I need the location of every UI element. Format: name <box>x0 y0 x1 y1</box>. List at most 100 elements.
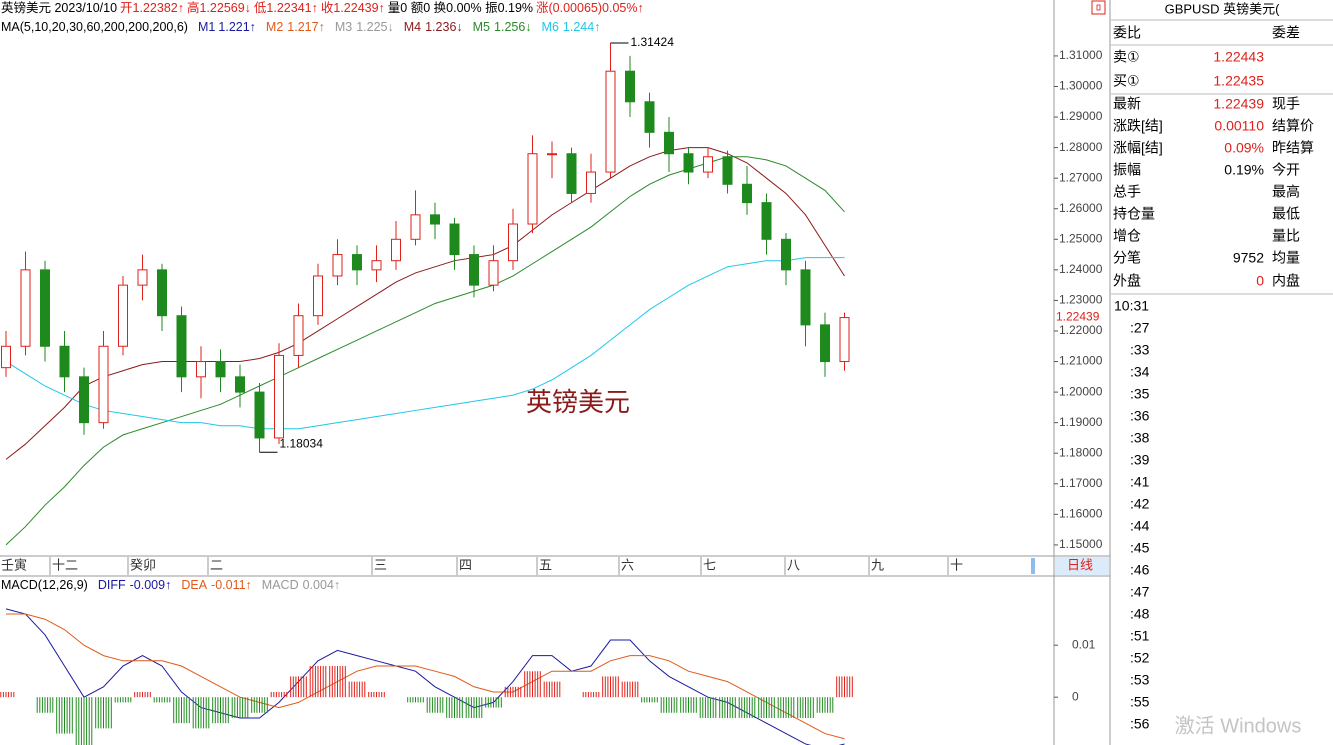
month-label: 八 <box>787 557 800 572</box>
quote-value: 9752 <box>1233 250 1264 266</box>
quote-value: 1.22443 <box>1213 49 1264 65</box>
candle-body <box>352 254 362 271</box>
candle-body <box>644 101 655 133</box>
quote-value: 1.22435 <box>1213 73 1264 89</box>
month-label: 十 <box>950 557 963 572</box>
legend-name: M2 <box>266 20 283 34</box>
quote-value: 0 <box>1256 273 1264 289</box>
header-item: 收1.22439↑ <box>321 1 385 15</box>
os-watermark: 激活 Windows <box>1175 714 1302 737</box>
quote-right-label: 今开 <box>1272 162 1300 178</box>
candle-body <box>508 223 518 262</box>
month-label: 二 <box>210 557 223 572</box>
quote-right-label: 最高 <box>1272 184 1300 200</box>
macd-line <box>6 613 845 740</box>
y-tick-label: 1.27000 <box>1059 170 1103 184</box>
settings-icon[interactable] <box>1091 0 1106 15</box>
month-label: 五 <box>539 557 552 572</box>
legend-value: 1.221↑ <box>218 20 256 34</box>
time-entry: :38 <box>1130 430 1150 446</box>
candle-body <box>410 214 421 240</box>
price-plot <box>1 42 850 546</box>
period-tab[interactable] <box>1055 557 1109 575</box>
legend-name: DIFF <box>98 578 126 592</box>
candle-body <box>274 354 284 439</box>
candle-body <box>449 223 460 256</box>
y-tick-label: 1.18000 <box>1059 445 1103 459</box>
quote-right-label: 均量 <box>1272 250 1300 266</box>
header-item: 量0 额0 换0.00% 振0.19% <box>388 1 533 15</box>
y-tick-label: 1.15000 <box>1059 537 1103 551</box>
legend-name: M4 <box>404 20 421 34</box>
y-tick-label: 1.19000 <box>1059 415 1103 429</box>
candle-body <box>215 361 226 378</box>
quote-value: 0.19% <box>1224 162 1264 178</box>
time-entry: :56 <box>1130 716 1150 732</box>
quote-value: 1.22439 <box>1213 96 1264 112</box>
y-tick-label: 1.16000 <box>1059 507 1103 521</box>
time-entry: :48 <box>1130 606 1150 622</box>
macd-plot <box>0 608 853 745</box>
y-tick-label: 0.01 <box>1072 637 1096 651</box>
quote-right-label: 内盘 <box>1272 273 1300 289</box>
ma-legend: MA(5,10,20,30,60,200,200,200,6) M1 1.221↑ M… <box>1 20 600 34</box>
header-item: 低1.22341↑ <box>254 1 318 15</box>
candle-body <box>839 317 850 363</box>
ma-legend-title: MA(5,10,20,30,60,200,200,200,6) <box>1 20 188 34</box>
time-entry: :42 <box>1130 496 1150 512</box>
period-label[interactable]: 日线 <box>1067 557 1093 572</box>
time-entry: :51 <box>1130 628 1150 644</box>
candle-body <box>254 391 265 439</box>
header-item: 涨(0.00065)0.05%↑ <box>536 0 644 15</box>
candle-body <box>566 153 577 194</box>
candle-body <box>800 269 811 326</box>
y-tick-label: 1.29000 <box>1059 109 1103 123</box>
time-entry: :44 <box>1130 518 1150 534</box>
candle-body <box>722 156 733 185</box>
time-entry: :46 <box>1130 562 1150 578</box>
header-item: 英镑美元 2023/10/10 <box>1 0 117 15</box>
month-label: 四 <box>459 557 472 572</box>
month-label: 癸卯 <box>130 557 156 572</box>
quote-right-label: 结算价 <box>1272 118 1314 134</box>
candle-body <box>371 260 382 271</box>
time-entry: :33 <box>1130 342 1150 358</box>
y-tick-label: 1.22000 <box>1059 323 1103 337</box>
y-tick-label: 1.23000 <box>1059 293 1103 307</box>
legend-value: -0.011↑ <box>211 578 252 592</box>
chart-watermark: 英镑美元 <box>526 387 630 417</box>
ma-line <box>5 257 845 430</box>
time-entry: :41 <box>1130 474 1150 490</box>
legend-value: 1.244↑ <box>563 20 601 34</box>
header-item: 高1.22569↓ <box>187 0 251 15</box>
month-label: 十二 <box>52 557 78 572</box>
candle-body <box>40 269 50 347</box>
quote-right-label: 量比 <box>1272 228 1300 244</box>
time-entry: 10:31 <box>1114 298 1149 314</box>
quote-right-label: 昨结算 <box>1272 140 1314 156</box>
quote-label: 涨幅[结] <box>1113 140 1163 156</box>
time-entry: :52 <box>1130 650 1150 666</box>
low-annotation: 1.18034 <box>280 436 324 450</box>
macd-legend: MACD(12,26,9) DIFF -0.009↑ DEA -0.011↑ MACD 0.… <box>1 578 340 592</box>
y-tick-label: 1.28000 <box>1059 140 1103 154</box>
quote-label: 委比 <box>1113 25 1141 41</box>
y-tick-label: 1.24000 <box>1059 262 1103 276</box>
candle-body <box>293 315 304 356</box>
header-item: 开1.22382↑ <box>120 1 184 15</box>
candle-body <box>683 153 694 173</box>
quote-label: 涨跌[结] <box>1113 118 1163 134</box>
quote-label: 买① <box>1113 73 1140 89</box>
month-label: 九 <box>871 557 884 572</box>
scroll-mark[interactable] <box>1031 558 1035 574</box>
legend-name: M6 <box>542 20 559 34</box>
candle-body <box>98 345 109 424</box>
time-entry: :53 <box>1130 672 1150 688</box>
quote-label: 最新 <box>1113 96 1141 112</box>
candle-body <box>79 376 89 424</box>
time-entry: :45 <box>1130 540 1150 556</box>
ma-line <box>5 147 845 460</box>
time-entry: :34 <box>1130 364 1150 380</box>
